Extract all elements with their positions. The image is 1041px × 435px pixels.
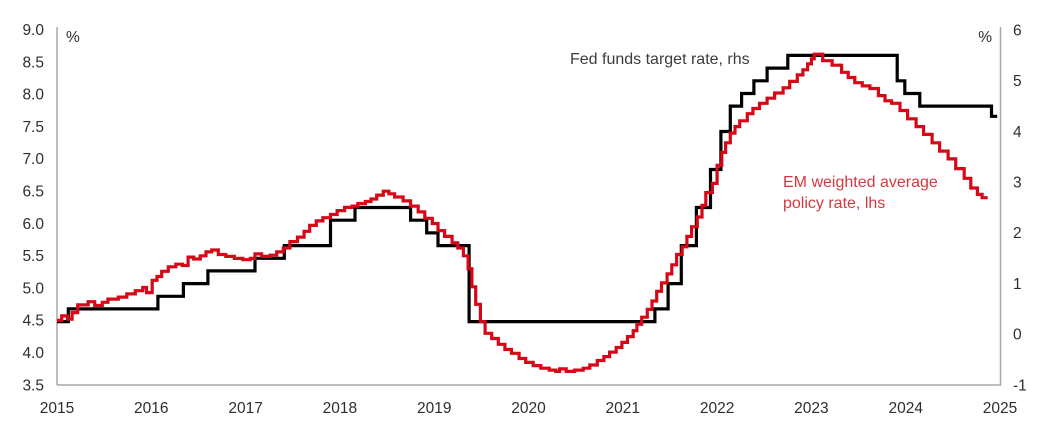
x-axis-tick-label: 2019 [417, 400, 451, 417]
y-left-tick-label: 4.0 [22, 345, 44, 362]
y-left-tick-label: 6.5 [22, 184, 44, 201]
y-right-tick-label: 1 [1013, 276, 1022, 293]
y-left-tick-label: 4.5 [22, 313, 44, 330]
y-left-tick-label: 3.5 [22, 377, 44, 394]
y-right-tick-label: 3 [1013, 175, 1022, 192]
x-axis-tick-label: 2016 [134, 400, 168, 417]
x-axis-tick-label: 2021 [606, 400, 640, 417]
em-policy-legend-label-line2: policy rate, lhs [783, 195, 885, 212]
y-right-tick-label: -1 [1013, 377, 1027, 394]
x-axis-tick-label: 2020 [511, 400, 546, 417]
axis-tick-labels: 9.0 8.5 8.0 7.5 7.0 6.5 6.0 5.5 5.0 4.5 4.0 3.5 6 5 4 3… [22, 22, 1026, 417]
fed-funds-legend-label: Fed funds target rate, rhs [570, 51, 750, 68]
y-left-tick-label: 9.0 [22, 22, 44, 39]
y-left-tick-label: 7.5 [22, 119, 44, 136]
y-left-tick-label: 8.0 [22, 87, 44, 104]
series-lines [57, 52, 998, 373]
y-left-tick-label: 7.0 [22, 151, 44, 168]
y-right-tick-label: 4 [1013, 124, 1022, 141]
em-policy-rate-line [57, 52, 988, 373]
x-axis-tick-label: 2017 [228, 400, 262, 417]
left-axis-unit-label: % [66, 29, 80, 46]
x-axis-tick-label: 2023 [794, 400, 828, 417]
x-axis-tick-label: 2018 [323, 400, 357, 417]
y-left-tick-label: 5.5 [22, 248, 44, 265]
y-right-tick-label: 0 [1013, 327, 1022, 344]
x-axis-tick-label: 2025 [983, 400, 1017, 417]
y-left-tick-label: 6.0 [22, 216, 44, 233]
y-right-tick-label: 2 [1013, 225, 1022, 242]
y-left-tick-label: 5.0 [22, 280, 44, 297]
x-axis-tick-label: 2015 [40, 400, 74, 417]
em-policy-legend-label-line1: EM weighted average [783, 174, 938, 191]
y-right-tick-label: 5 [1013, 73, 1022, 90]
fed-funds-rate-line [57, 53, 998, 324]
x-axis-tick-label: 2022 [700, 400, 734, 417]
y-left-tick-label: 8.5 [22, 54, 44, 71]
right-axis-unit-label: % [978, 29, 992, 46]
y-right-tick-label: 6 [1013, 22, 1022, 39]
x-axis-tick-label: 2024 [888, 400, 923, 417]
